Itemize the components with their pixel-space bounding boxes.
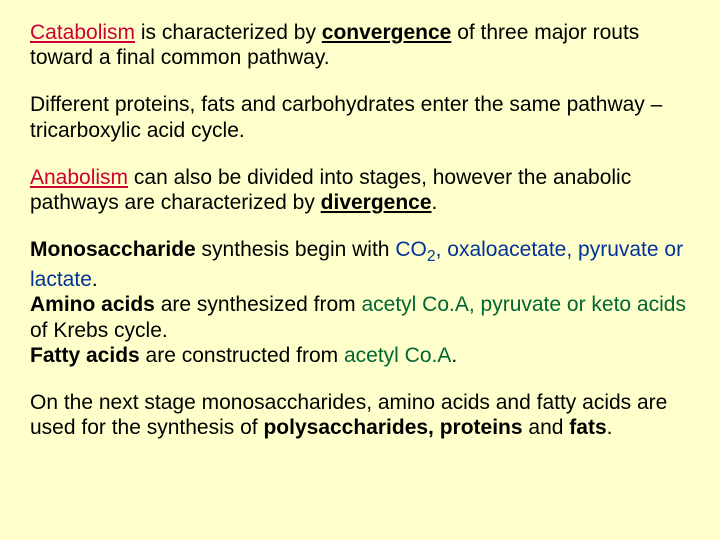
text: of Krebs cycle.	[30, 319, 168, 342]
text: .	[607, 416, 613, 439]
subscript: 2	[427, 248, 436, 265]
term-catabolism: Catabolism	[30, 21, 135, 44]
paragraph-anabolism: Anabolism can also be divided into stage…	[30, 165, 690, 215]
term-fatty-acids: Fatty acids	[30, 344, 140, 367]
text: Different proteins, fats and carbohydrat…	[30, 93, 662, 141]
term-convergence: convergence	[322, 21, 452, 44]
text: are constructed from	[140, 344, 344, 367]
term-anabolism: Anabolism	[30, 166, 128, 189]
paragraph-synthesis: Monosaccharide synthesis begin with CO2,…	[30, 237, 690, 368]
text: are synthesized from	[155, 293, 362, 316]
term-polysaccharides: polysaccharides, proteins	[263, 416, 522, 439]
term-amino-acids: Amino acids	[30, 293, 155, 316]
text: CO	[395, 238, 427, 261]
substrate-acetyl: acetyl Co.A, pyruvate or keto acids	[361, 293, 686, 316]
paragraph-next-stage: On the next stage monosaccharides, amino…	[30, 390, 690, 440]
term-fats: fats	[569, 416, 606, 439]
text: .	[92, 268, 98, 291]
term-divergence: divergence	[321, 191, 432, 214]
paragraph-catabolism: Catabolism is characterized by convergen…	[30, 20, 690, 70]
substrate-acetyl-coa: acetyl Co.A	[344, 344, 451, 367]
text: synthesis begin with	[196, 238, 396, 261]
text: .	[451, 344, 457, 367]
text: is characterized by	[135, 21, 322, 44]
paragraph-tca: Different proteins, fats and carbohydrat…	[30, 92, 690, 142]
text: .	[432, 191, 438, 214]
term-monosaccharide: Monosaccharide	[30, 238, 196, 261]
text: and	[523, 416, 570, 439]
